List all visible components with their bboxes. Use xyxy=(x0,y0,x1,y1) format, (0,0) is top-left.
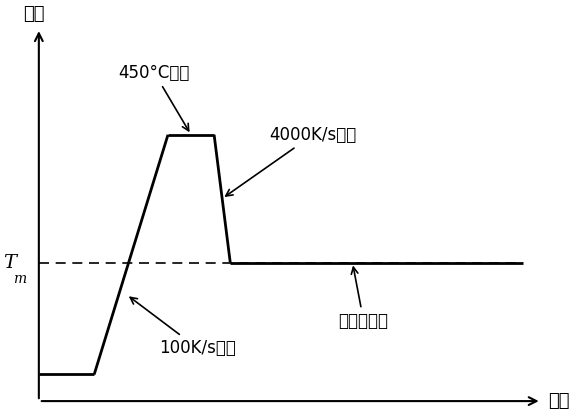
Text: 温度: 温度 xyxy=(24,5,45,23)
Text: T: T xyxy=(3,254,15,271)
Text: 4000K/s降温: 4000K/s降温 xyxy=(226,126,356,196)
Text: 等温形核区: 等温形核区 xyxy=(339,267,389,330)
Text: 时间: 时间 xyxy=(549,392,570,410)
Text: m: m xyxy=(13,272,26,286)
Text: 450°C保温: 450°C保温 xyxy=(118,63,190,131)
Text: 100K/s升温: 100K/s升温 xyxy=(130,298,236,357)
